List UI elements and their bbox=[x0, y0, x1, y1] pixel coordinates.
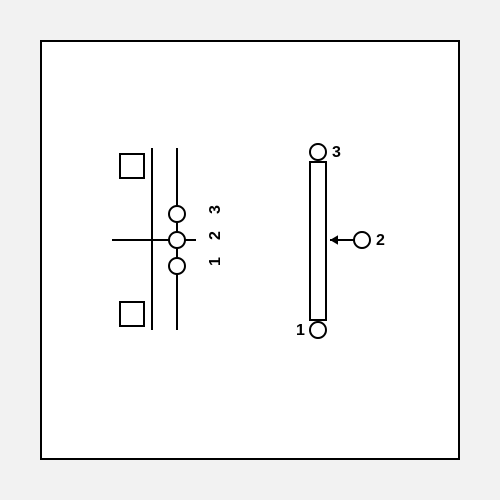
right-pin-label-3: 3 bbox=[332, 145, 341, 161]
schematic-svg bbox=[0, 0, 500, 500]
left-pin-label-3: 3 bbox=[208, 205, 224, 214]
left-pin-label-1: 1 bbox=[208, 257, 224, 266]
diagram-frame bbox=[40, 40, 460, 460]
right-pin-label-2: 2 bbox=[376, 233, 385, 249]
left-pin-label-2: 2 bbox=[208, 231, 224, 240]
diagram-canvas: 1 2 3 3 1 2 bbox=[0, 0, 500, 500]
right-pin-label-1: 1 bbox=[296, 323, 305, 339]
